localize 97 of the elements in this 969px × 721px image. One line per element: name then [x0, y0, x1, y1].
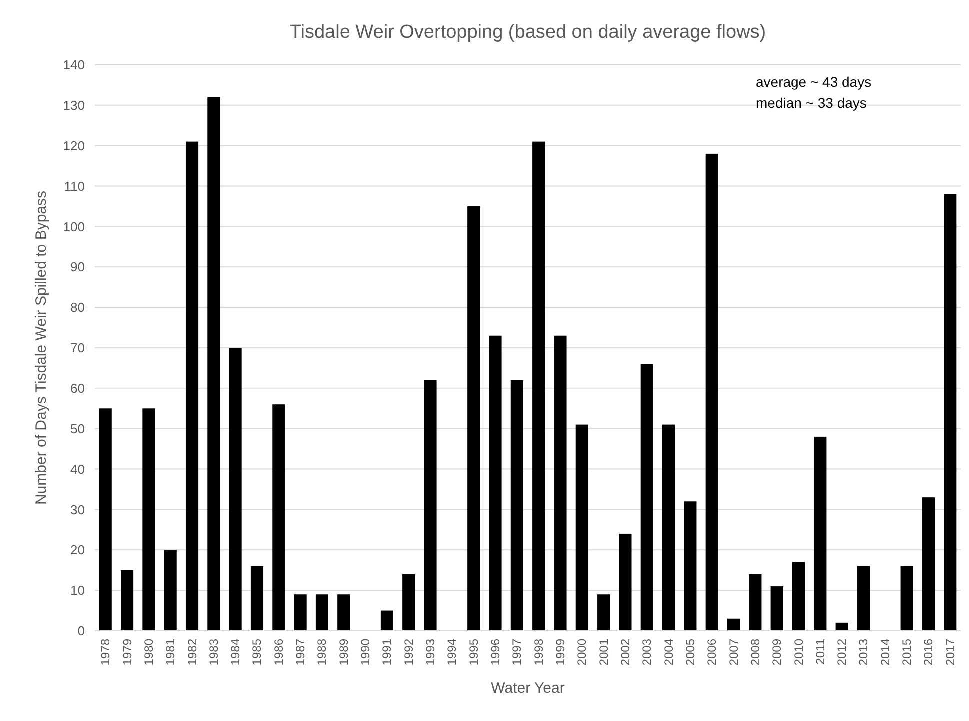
- bar: [272, 404, 286, 631]
- y-tick-label: 130: [63, 98, 85, 113]
- bar: [727, 618, 740, 631]
- y-tick-label: 20: [70, 542, 85, 558]
- bar: [836, 622, 848, 631]
- bar: [619, 534, 632, 631]
- bar: [922, 498, 936, 631]
- x-tick-label: 2016: [922, 638, 936, 666]
- x-tick-label: 1983: [206, 638, 221, 666]
- annotation: median ~ 33 days: [756, 95, 867, 111]
- x-tick-label: 1979: [120, 638, 134, 666]
- y-tick-label: 70: [70, 340, 85, 356]
- bar: [640, 364, 654, 631]
- bar: [576, 424, 588, 631]
- bar: [250, 566, 264, 631]
- x-tick-label: 2005: [683, 638, 698, 666]
- x-tick-label: 2012: [835, 638, 850, 666]
- bar: [186, 142, 199, 631]
- y-tick-label: 30: [70, 502, 85, 518]
- x-tick-label: 1985: [250, 638, 264, 666]
- bar: [749, 574, 762, 631]
- bar: [944, 194, 957, 631]
- x-tick-label: 1998: [532, 638, 546, 666]
- x-tick-label: 2010: [792, 638, 806, 666]
- x-tick-label: 2001: [596, 638, 611, 666]
- y-tick-label: 60: [70, 380, 85, 396]
- y-tick-label: 0: [78, 624, 85, 639]
- y-tick-label: 120: [63, 138, 85, 154]
- x-tick-label: 1999: [553, 638, 568, 666]
- bar: [900, 566, 914, 631]
- bar: [424, 380, 437, 631]
- x-tick-label: 2009: [770, 638, 784, 666]
- chart-title: Tisdale Weir Overtopping (based on daily average flows): [290, 22, 766, 43]
- bar: [402, 574, 416, 631]
- bar: [294, 594, 307, 631]
- x-tick-label: 1984: [228, 638, 243, 666]
- bar: [164, 550, 177, 631]
- y-axis-title: Number of Days Tisdale Weir Spilled to Bypass: [33, 190, 50, 506]
- y-tick-label: 140: [63, 58, 85, 73]
- bar: [554, 336, 567, 631]
- bar: [706, 154, 718, 631]
- bar: [814, 436, 827, 631]
- x-tick-label: 1997: [510, 638, 524, 666]
- x-tick-label: 1992: [402, 638, 416, 666]
- x-tick-label: 1981: [164, 638, 178, 666]
- bar: [208, 97, 220, 631]
- x-tick-label: 2014: [878, 638, 892, 666]
- bar: [510, 380, 524, 631]
- x-tick-label: 1980: [142, 638, 156, 666]
- y-tick-label: 10: [70, 583, 85, 598]
- x-tick-label: 1995: [466, 638, 481, 666]
- x-tick-label: 2011: [813, 638, 828, 665]
- x-tick-label: 2000: [575, 638, 590, 666]
- bar: [316, 594, 329, 631]
- x-tick-label: 1989: [336, 638, 351, 666]
- bar: [684, 502, 697, 631]
- bar: [489, 336, 502, 631]
- y-tick-label: 110: [64, 178, 85, 194]
- x-tick-label: 1978: [98, 638, 113, 666]
- x-tick-label: 2002: [618, 638, 632, 666]
- y-tick-label: 40: [70, 462, 85, 477]
- y-tick-label: 90: [70, 260, 85, 275]
- x-tick-label: 2006: [705, 638, 720, 666]
- x-tick-label: 2004: [662, 638, 676, 666]
- bar: [662, 424, 676, 631]
- x-tick-label: 2003: [640, 638, 654, 666]
- bar: [468, 206, 480, 631]
- y-tick-label: 80: [70, 300, 85, 316]
- x-tick-label: 2013: [856, 638, 871, 666]
- bar: [598, 594, 610, 631]
- bar: [770, 586, 784, 631]
- annotation: average ~ 43 days: [756, 74, 872, 90]
- bar: [142, 408, 156, 631]
- bar: [120, 570, 134, 631]
- x-tick-label: 1994: [445, 638, 460, 666]
- x-tick-label: 2008: [748, 638, 762, 666]
- bar: [532, 142, 546, 631]
- x-tick-label: 1986: [272, 638, 286, 666]
- x-tick-label: 1988: [315, 638, 330, 666]
- x-tick-label: 2017: [943, 638, 958, 666]
- x-tick-label: 1982: [185, 638, 200, 666]
- x-axis-title: Water Year: [491, 680, 565, 697]
- x-tick-label: 1990: [358, 638, 373, 666]
- y-tick-label: 100: [63, 219, 85, 234]
- y-tick-label: 50: [70, 421, 85, 436]
- bar: [229, 348, 242, 631]
- bar: [99, 408, 112, 631]
- x-tick-label: 1991: [380, 638, 394, 666]
- x-tick-label: 1993: [424, 638, 438, 666]
- bar: [857, 566, 870, 631]
- bar: [338, 594, 350, 631]
- bar: [380, 610, 394, 631]
- x-tick-label: 2007: [726, 638, 741, 666]
- x-tick-label: 1996: [488, 638, 503, 666]
- x-tick-label: 1987: [294, 638, 308, 666]
- x-tick-label: 2015: [900, 638, 914, 666]
- bar: [792, 562, 806, 631]
